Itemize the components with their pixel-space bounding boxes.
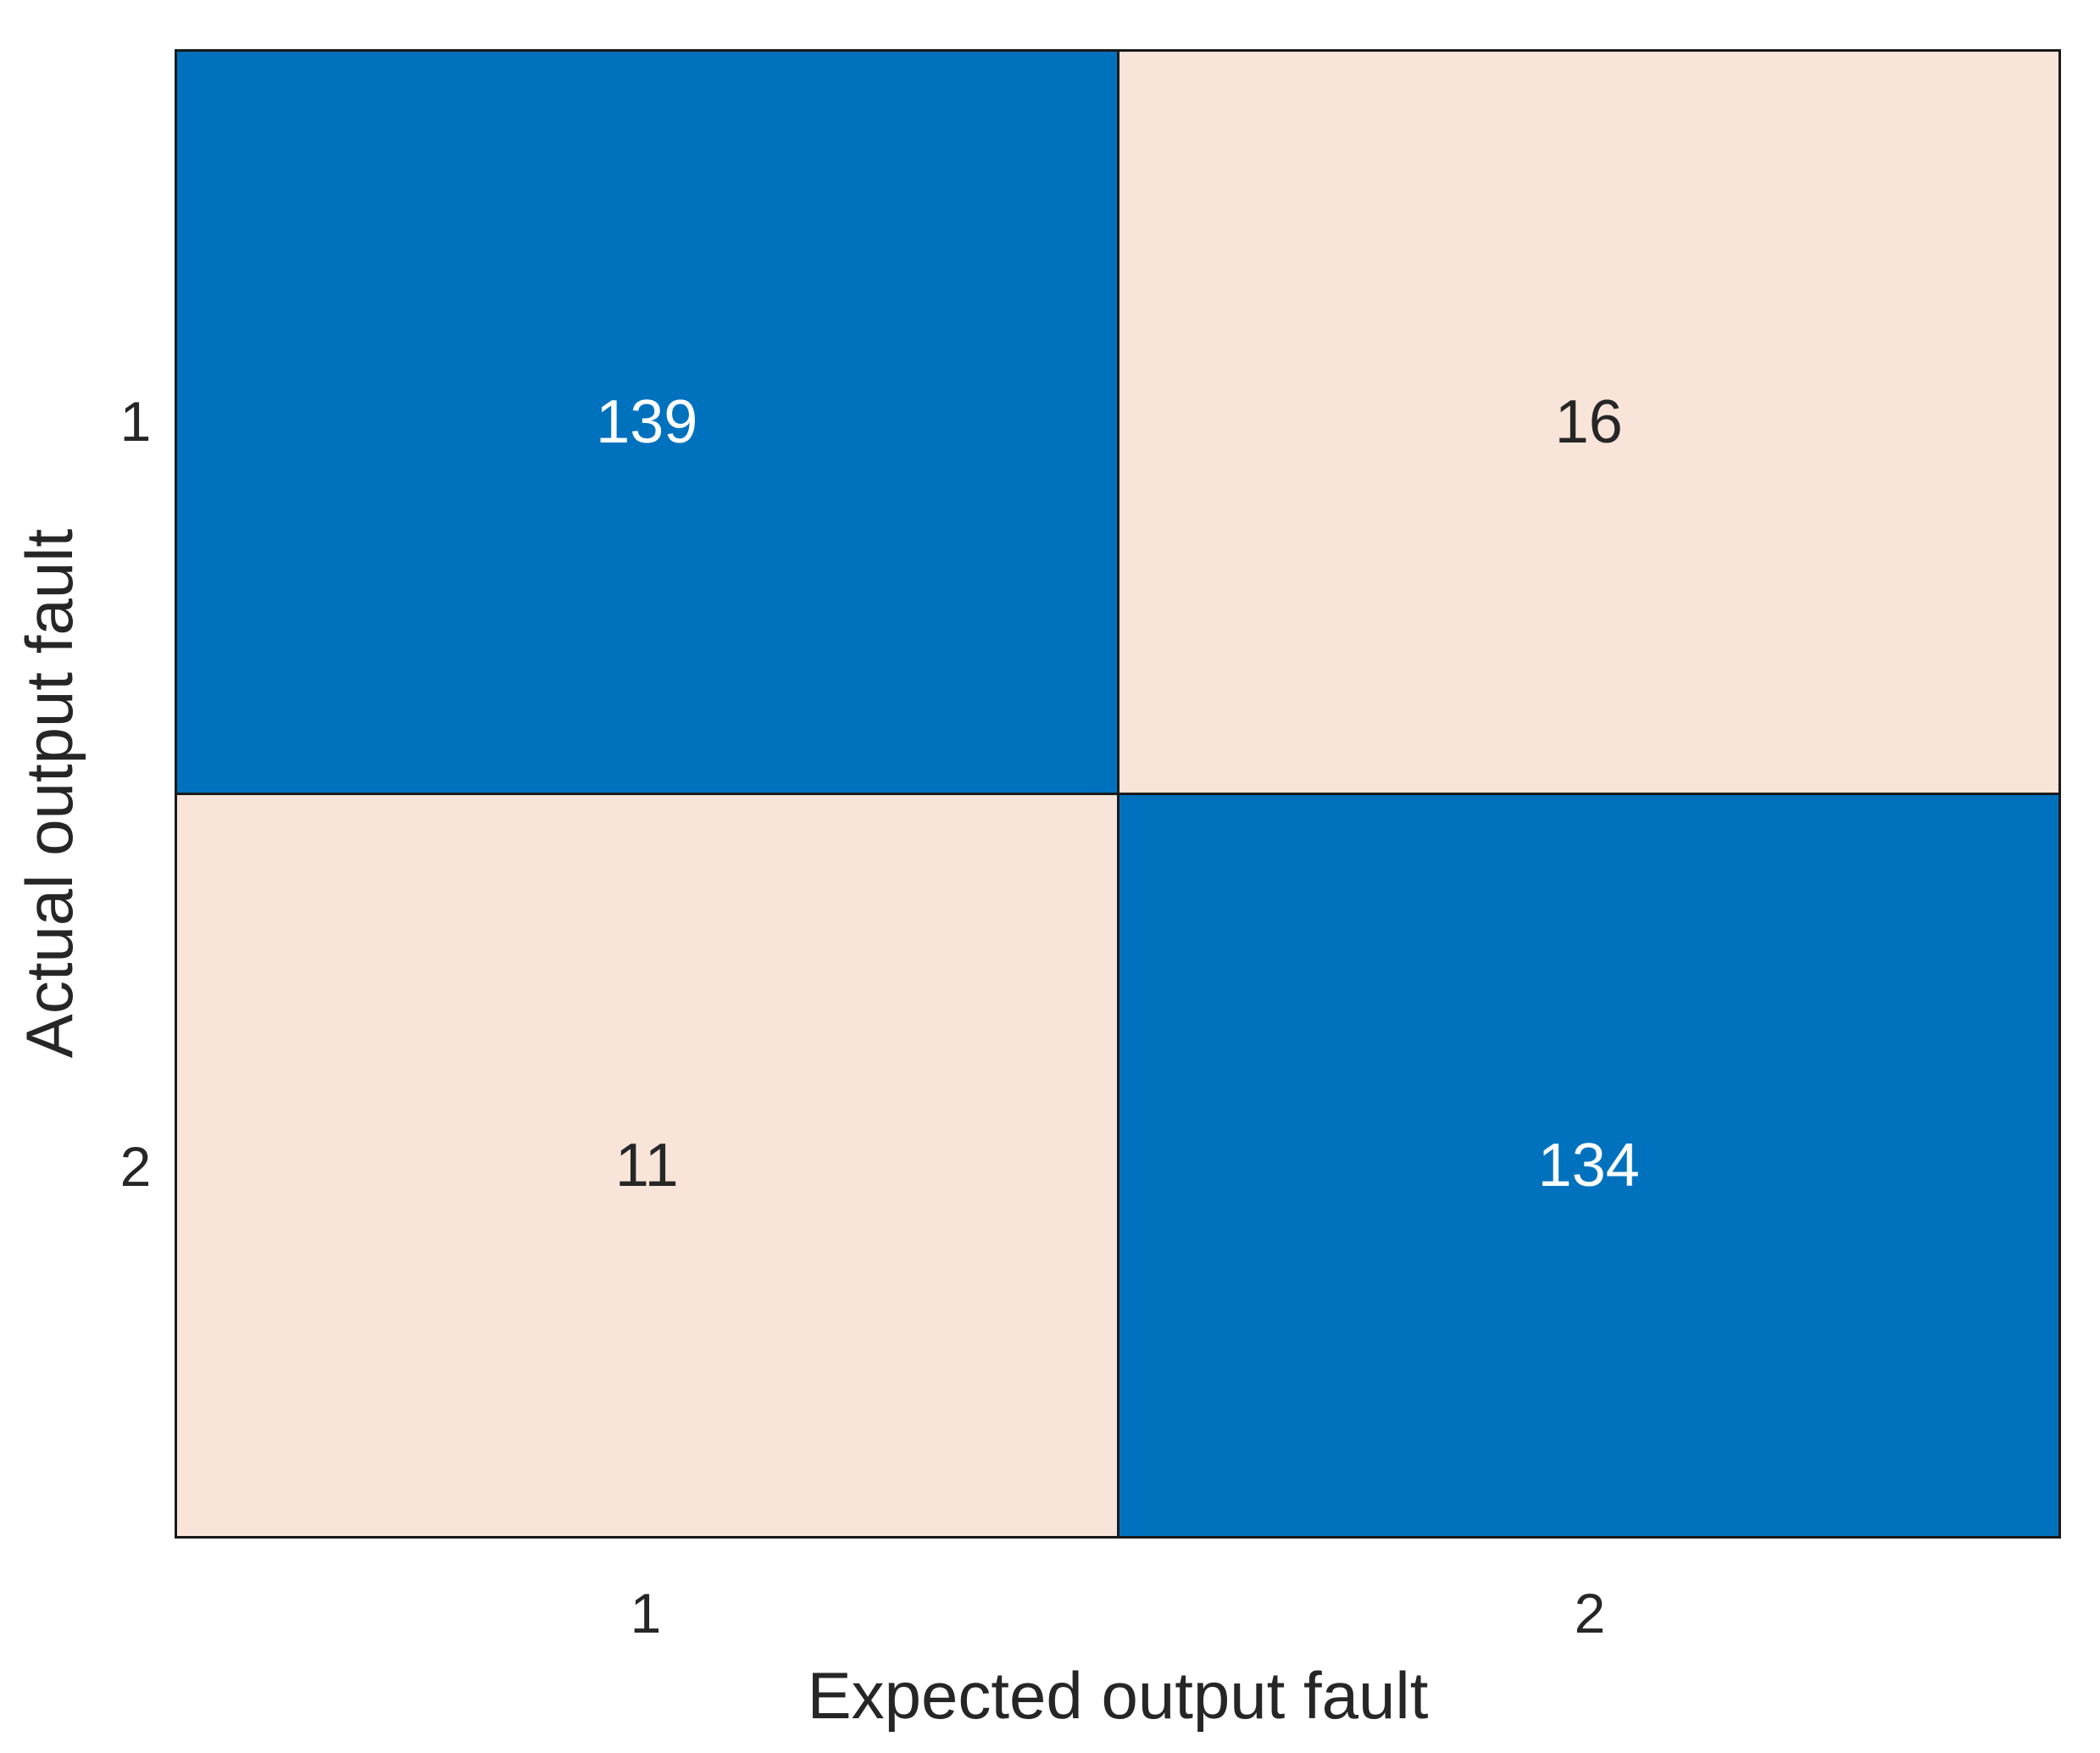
x-axis-tick-1: 1 [630, 1582, 662, 1644]
cell-value-r2c1: 11 [614, 1132, 679, 1199]
heatmap-plot-area: 139 16 11 134 [175, 49, 2061, 1539]
cell-value-r1c2: 16 [1554, 388, 1623, 456]
matrix-cell-r2c2: 134 [1119, 795, 2058, 1536]
y-axis-tick-1: 1 [119, 390, 152, 453]
cell-value-r1c1: 139 [596, 388, 698, 456]
matrix-cell-r2c1: 11 [177, 795, 1117, 1536]
x-axis-label: Expected output fault [807, 1658, 1429, 1733]
matrix-cell-r1c1: 139 [177, 52, 1117, 793]
y-axis-tick-2: 2 [119, 1135, 152, 1198]
y-axis-label: Actual output fault [12, 528, 86, 1059]
x-axis-tick-2: 2 [1574, 1582, 1606, 1644]
matrix-cell-r1c2: 16 [1119, 52, 2058, 793]
cell-value-r2c2: 134 [1537, 1132, 1640, 1199]
